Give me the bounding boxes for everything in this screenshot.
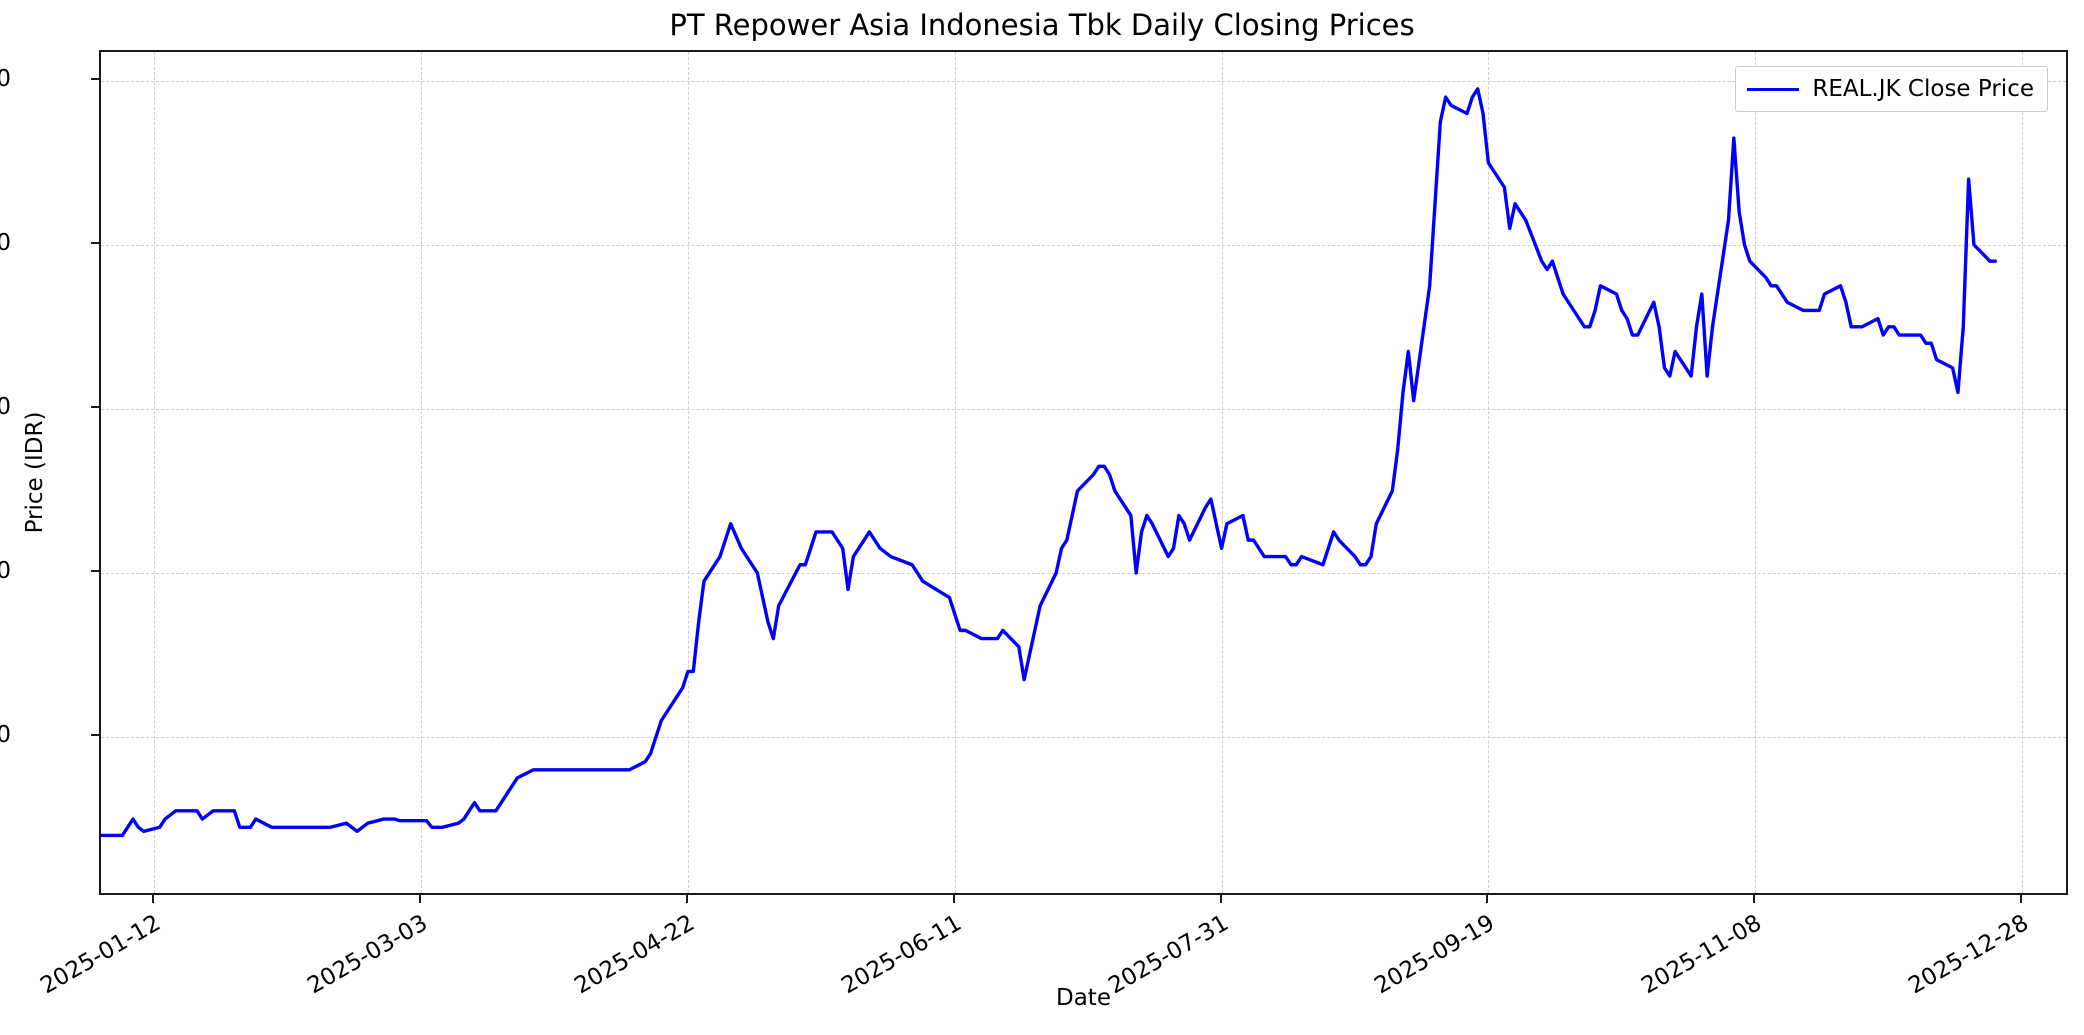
x-tick-mark: [1486, 895, 1489, 903]
page-title: PT Repower Asia Indonesia Tbk Daily Clos…: [669, 8, 1415, 42]
legend-label: REAL.JK Close Price: [1812, 76, 2034, 102]
x-tick-label: 2025-11-08: [1637, 910, 1767, 1000]
x-tick-mark: [2019, 895, 2022, 903]
x-tick-label: 2025-03-03: [303, 910, 433, 1000]
x-tick-mark: [1219, 895, 1222, 903]
legend-swatch-icon: [1747, 87, 1800, 91]
y-tick-label: 80: [0, 229, 11, 256]
y-tick-mark: [91, 734, 99, 737]
x-tick-label: 2025-12-28: [1904, 910, 2033, 1000]
x-tick-mark: [152, 895, 155, 903]
plot-area: REAL.JK Close Price: [99, 50, 2068, 895]
x-tick-label: 2025-04-22: [570, 910, 699, 1000]
legend: REAL.JK Close Price: [1735, 66, 2048, 112]
x-tick-mark: [952, 895, 955, 903]
y-tick-mark: [91, 77, 99, 80]
line-series-real-jk-close-price: [101, 87, 1998, 838]
x-axis-label: Date: [1056, 985, 1111, 1011]
y-tick-mark: [91, 241, 99, 244]
x-tick-mark: [685, 895, 688, 903]
y-tick-label: 100: [0, 65, 11, 92]
x-tick-label: 2025-01-12: [36, 910, 166, 1000]
x-tick-label: 2025-06-11: [837, 910, 966, 1000]
y-tick-label: 60: [0, 393, 11, 420]
x-tick-mark: [419, 895, 422, 903]
y-tick-label: 20: [0, 722, 11, 749]
plot-inner: [101, 52, 2066, 893]
x-tick-label: 2025-09-19: [1370, 910, 1500, 1000]
x-tick-mark: [1753, 895, 1756, 903]
y-tick-mark: [91, 405, 99, 408]
y-tick-label: 40: [0, 557, 11, 584]
y-tick-mark: [91, 569, 99, 572]
series-layer: [101, 87, 1998, 838]
x-tick-label: 2025-07-31: [1103, 910, 1233, 1000]
y-axis-label: Price (IDR): [22, 411, 48, 534]
